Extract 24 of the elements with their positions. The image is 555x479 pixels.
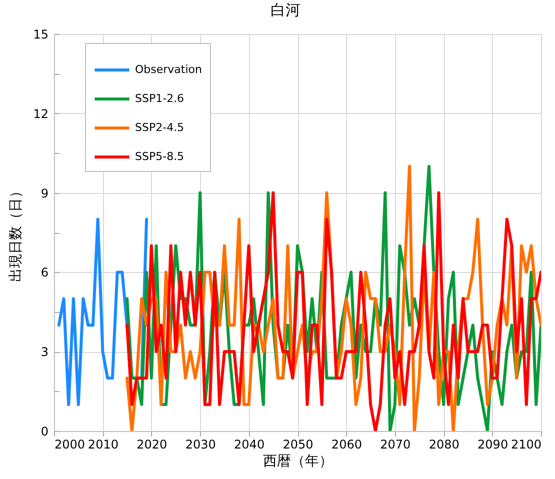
x-tick-label: 2030 (185, 438, 216, 452)
x-tick-label: 2000 (54, 438, 86, 452)
x-tick-label: 2100 (510, 438, 542, 452)
y-tick-label: 6 (40, 266, 48, 280)
x-tick-label: 2010 (88, 438, 118, 452)
x-tick-label: 2060 (331, 438, 362, 452)
x-tick-label: 2080 (428, 438, 460, 452)
y-tick-label: 12 (33, 106, 48, 121)
y-axis-title: 出現日数（日） (8, 184, 24, 282)
x-tick-label: 2040 (234, 438, 265, 452)
y-tick-label: 3 (40, 345, 48, 360)
x-tick-label: 2020 (136, 438, 168, 452)
y-tick-label: 15 (33, 28, 48, 42)
y-tick-label: 9 (40, 186, 48, 200)
x-tick-label: 2050 (282, 438, 314, 452)
legend-label: SSP5-8.5 (135, 150, 184, 163)
legend-label: SSP1-2.6 (135, 92, 184, 105)
legend-label: SSP2-4.5 (135, 121, 184, 134)
legend-label: Observation (135, 63, 202, 76)
x-tick-label: 2070 (380, 438, 411, 452)
x-tick-label: 2090 (478, 438, 508, 452)
x-axis-title: 西暦（年） (263, 454, 333, 470)
chart-title: 白河 (270, 1, 300, 19)
y-tick-label: 0 (40, 424, 48, 438)
